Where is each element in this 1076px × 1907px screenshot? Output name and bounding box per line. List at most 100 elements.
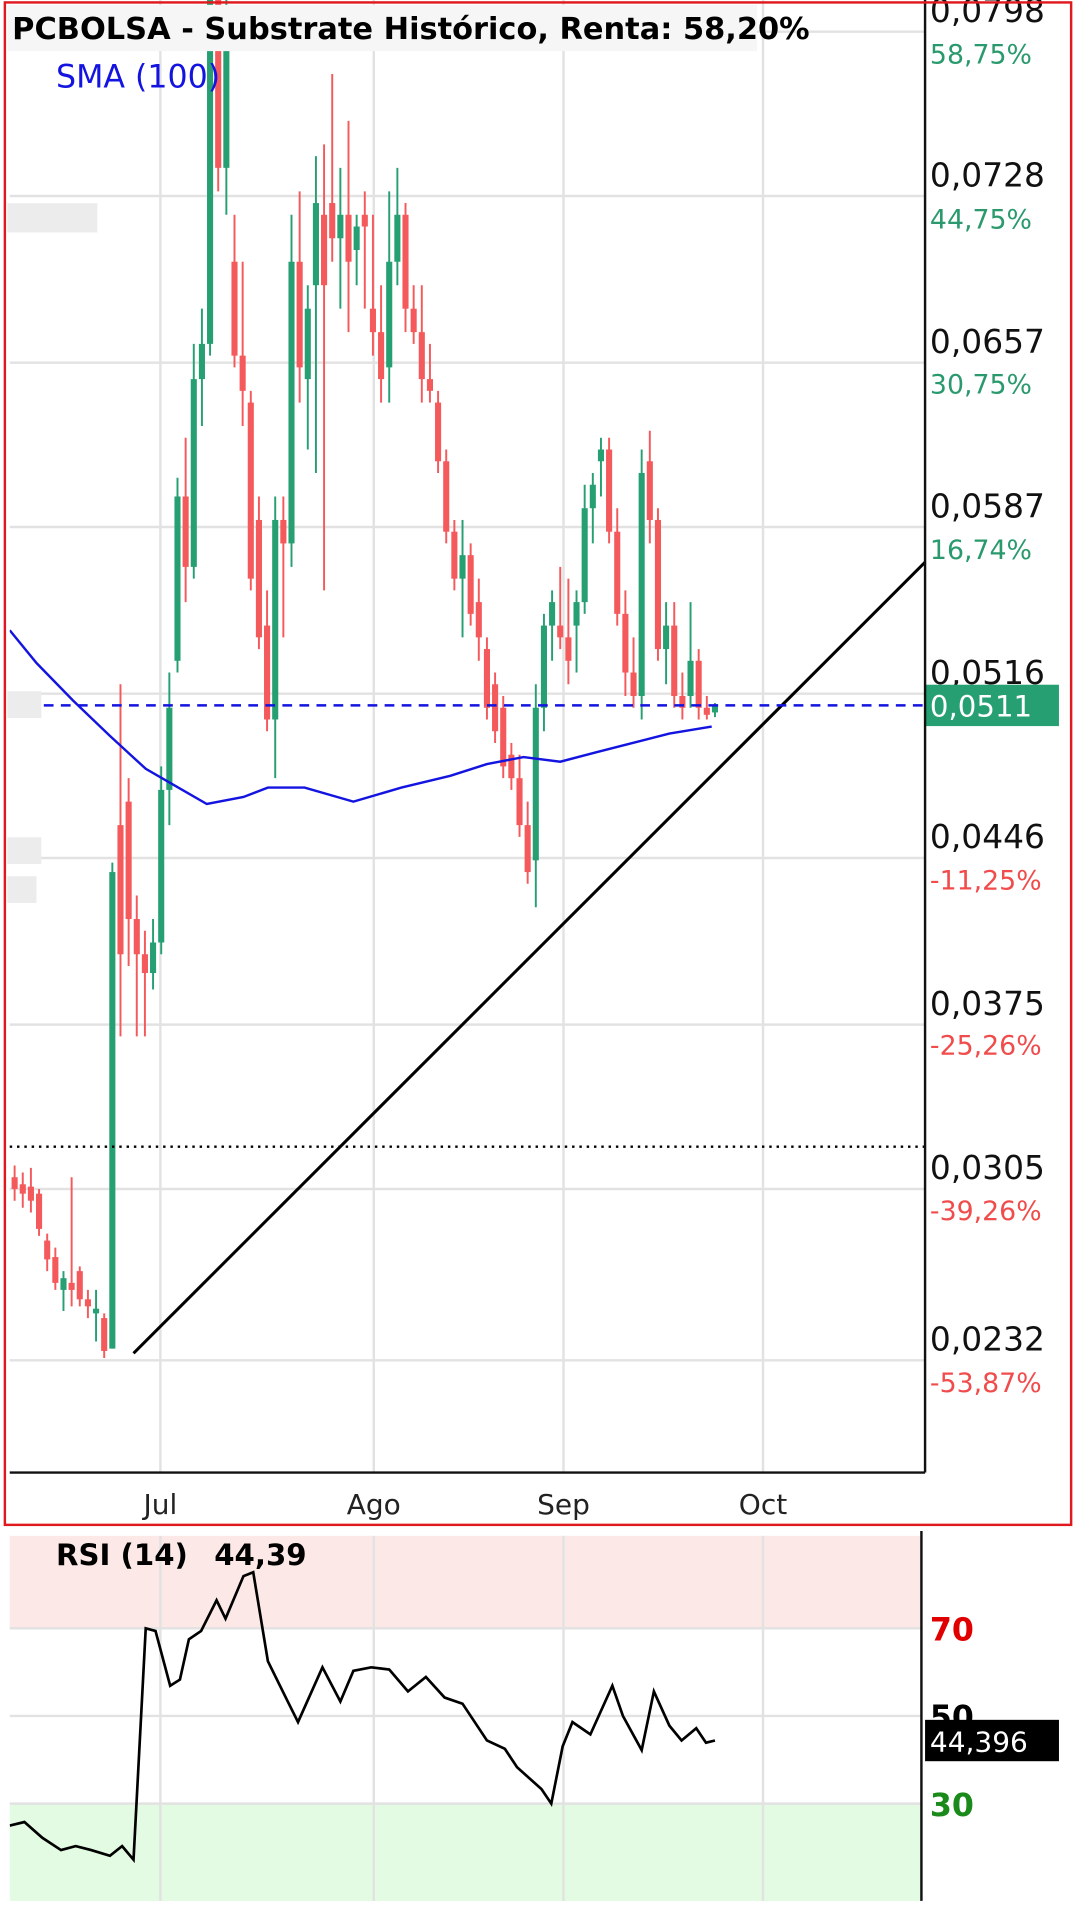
rsi-last-label: 44,396 [930,1725,1028,1758]
candle-body [101,1318,108,1351]
candle-body [549,602,556,626]
candle-body [247,402,254,579]
trendline [132,561,926,1355]
candle-body [239,355,246,391]
candle-body [475,602,482,638]
candle-body [500,707,507,767]
candle-body [288,261,295,544]
candle-body [524,825,531,873]
candle-body [663,625,670,650]
candle-body [207,0,214,344]
x-tick-label: Jul [142,1488,178,1521]
candle-body [321,214,328,286]
y2-tick-label: 16,74% [930,535,1032,566]
y2-tick-label: -53,87% [930,1368,1042,1399]
y-tick-label: 0,0728 [930,155,1045,194]
candle-body [304,308,311,380]
candle-body [687,660,694,697]
x-tick-label: Sep [537,1488,590,1521]
legend-entry: SMA (100) [56,60,220,96]
candle-body [158,789,165,943]
candle-body [451,531,458,579]
y-tick-label: 0,0305 [930,1148,1045,1187]
candle-body [174,496,181,661]
y-tick-label: 0,0798 [930,0,1045,30]
candle-body [182,496,189,567]
frame [3,1,1073,1527]
y-tick-label: 0,0375 [930,984,1045,1023]
rsi-last-box [925,1719,1059,1762]
candle-body [84,1299,91,1307]
y-tick-label: 0,0232 [930,1320,1045,1359]
candle-body [671,625,678,697]
candle-body [93,1308,100,1314]
candle-body [264,625,271,720]
candle-body [361,214,368,227]
candle-body [190,379,197,567]
candle-body [597,449,604,462]
candle-body [532,707,539,861]
candle-body [369,308,376,333]
candle-body [44,1240,51,1260]
title-bg [7,4,758,52]
candle-body [573,602,580,626]
candle-body [492,684,499,732]
candle-body [231,261,238,356]
y2-tick-label: 44,75% [930,204,1032,235]
candle-body [166,707,173,790]
candle-body [272,519,279,720]
candle-body [679,696,686,708]
candle-body [435,402,442,462]
candle-body [581,508,588,603]
candle-body [52,1257,59,1283]
candle-body [11,1177,18,1189]
candle-body [117,825,124,955]
candle-body [150,942,157,974]
candle-body [394,214,401,262]
candle-body [630,672,637,697]
candle-body [19,1184,26,1194]
candle-body [329,203,336,239]
sma-line [9,629,712,806]
oversold-band [9,1803,922,1901]
candle-body [418,332,425,380]
placeholder [7,837,42,865]
candle-body [606,449,613,532]
y-tick-label: 0,0657 [930,322,1045,361]
candle-body [638,473,645,697]
candle-body [337,214,344,239]
candle-body [402,214,409,309]
candle-body [654,519,662,650]
candle-body [711,705,719,713]
y2-tick-label: -39,26% [930,1196,1042,1227]
candle-body [589,484,596,509]
candle-body [703,707,710,715]
y2-tick-label: -11,25% [930,865,1042,896]
y-tick-label: 0,0446 [930,817,1045,856]
candle-body [133,919,140,955]
candle-body [27,1186,34,1201]
plot-layer: 0,07980,07280,06570,05870,05160,04460,03… [7,0,1059,1901]
candle-body [540,625,547,708]
candle-body [36,1193,43,1229]
candle-body [443,461,450,532]
y-tick-label: 30 [930,1788,974,1824]
overbought-band [9,1535,922,1629]
candle-body [198,343,205,380]
candle-body [378,332,385,380]
candle-body [68,1282,75,1290]
candle-body [565,637,572,661]
rsi-line [9,1570,716,1864]
candle-body [508,754,515,779]
candle-body [483,649,490,708]
y-tick-label: 70 [930,1612,974,1648]
candle-body [557,625,564,638]
rsi [9,1570,716,1864]
candle-body [622,613,629,673]
placeholder [7,691,42,719]
candles [9,0,926,1358]
y2-tick-label: 58,75% [930,39,1032,70]
candle-body [345,214,352,262]
candle-body [516,778,523,826]
